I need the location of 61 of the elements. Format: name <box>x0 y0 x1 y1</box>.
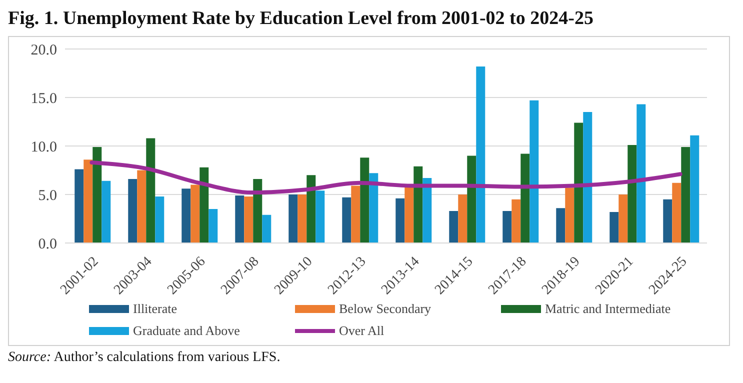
bar <box>628 145 637 243</box>
bar <box>476 66 486 243</box>
y-tick-label: 20.0 <box>30 42 57 58</box>
bar <box>556 208 566 243</box>
bar <box>404 186 414 243</box>
bar <box>351 186 360 243</box>
bar <box>74 169 84 243</box>
legend-label: Graduate and Above <box>133 323 240 339</box>
bar <box>672 182 682 243</box>
bar <box>342 197 352 243</box>
bar <box>636 104 646 243</box>
bar <box>583 112 592 243</box>
bar <box>244 196 254 243</box>
bar <box>574 122 584 243</box>
chart-title: Fig. 1. Unemployment Rate by Education Level from 2001-02 to 2024-25 <box>8 8 594 30</box>
bar <box>396 198 405 243</box>
bar <box>190 184 200 243</box>
legend-label: Illiterate <box>133 301 178 317</box>
bar <box>681 146 690 243</box>
bar <box>128 178 138 243</box>
bar <box>690 135 700 243</box>
bar <box>458 194 468 243</box>
bar <box>155 196 164 243</box>
bar <box>414 166 423 243</box>
y-tick-label: 10.0 <box>30 139 57 156</box>
bar <box>663 199 672 243</box>
bar <box>146 138 156 243</box>
bar <box>298 194 307 243</box>
bar <box>512 199 521 243</box>
bar <box>235 195 244 243</box>
bar <box>610 212 619 243</box>
bar <box>253 178 262 243</box>
bar <box>618 194 628 243</box>
y-tick-label: 5.0 <box>38 188 57 204</box>
bar <box>84 160 93 243</box>
bar <box>137 170 146 243</box>
y-tick-label: 0.0 <box>38 236 57 252</box>
y-tick-label: 15.0 <box>30 90 57 107</box>
bar <box>502 210 512 243</box>
bar <box>449 210 458 243</box>
legend-label: Matric and Intermediate <box>545 301 671 317</box>
bar <box>422 178 432 243</box>
bar <box>92 146 102 243</box>
bar <box>467 156 476 243</box>
bar <box>200 167 209 243</box>
bar <box>520 154 530 243</box>
bar <box>208 209 218 243</box>
bar <box>182 188 191 243</box>
bar <box>102 180 111 243</box>
bar <box>360 158 370 243</box>
bar <box>306 175 316 243</box>
line-series <box>90 160 682 195</box>
bar <box>316 190 325 243</box>
bar <box>530 100 539 243</box>
source-note: Source: Author’s calculations from various LFS. <box>8 350 282 366</box>
bar <box>369 173 378 243</box>
bar <box>565 188 574 243</box>
legend-label: Over All <box>339 323 384 339</box>
bar <box>262 214 272 243</box>
legend-label: Below Secondary <box>339 301 432 317</box>
bar <box>288 194 298 243</box>
